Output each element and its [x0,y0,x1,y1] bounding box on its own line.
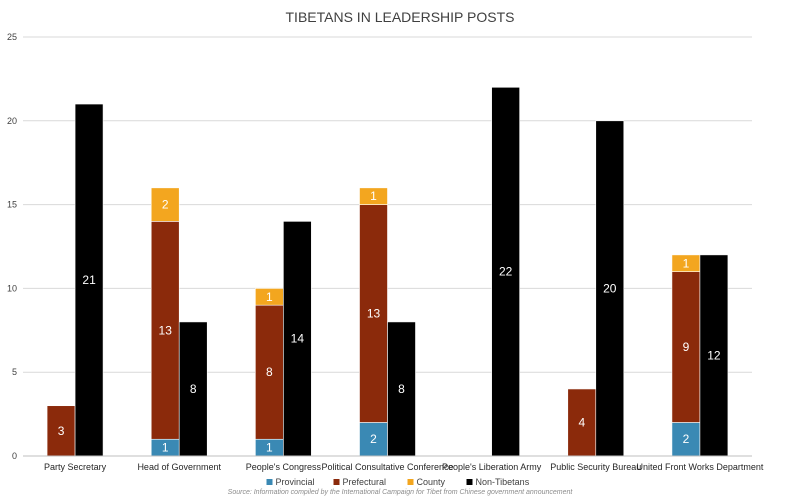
data-label: 1 [162,441,169,455]
data-label: 21 [82,273,96,287]
data-label: 1 [370,189,377,203]
y-tick-label: 5 [12,367,17,377]
data-label: 4 [578,415,585,429]
x-category-label: Head of Government [137,462,221,472]
y-tick-label: 25 [7,32,17,42]
bar-non-tibetans-6 [699,254,729,457]
data-label: 1 [683,256,690,270]
legend-swatch [266,479,273,485]
legend-swatch [466,479,473,485]
x-category-label: People's Liberation Army [442,462,542,472]
x-category-label: Public Security Bureau [550,462,641,472]
bar-prefectural-3 [359,204,388,423]
data-label: 8 [266,365,273,379]
data-labels: 3 21 1 13 2 8 1 8 1 14 2 13 1 8 22 4 20 2 9 1 12 [58,189,721,454]
bar-non-tibetans-5 [595,120,625,457]
data-label: 13 [367,307,381,321]
data-label: 2 [370,432,377,446]
bars [46,86,729,457]
y-axis: 0 5 10 15 20 25 [7,32,17,461]
legend-label: Prefectural [343,477,387,487]
y-tick-label: 15 [7,200,17,210]
x-category-label: United Front Works Department [636,462,763,472]
legend: Provincial Prefectural County Non-Tibetans [266,477,530,487]
x-category-label: Party Secretary [44,462,107,472]
data-label: 20 [603,281,617,295]
y-tick-label: 0 [12,451,17,461]
data-label: 22 [499,265,513,279]
bar-county-1 [150,187,180,222]
legend-label: Provincial [276,477,315,487]
y-tick-label: 10 [7,283,17,293]
legend-swatch [407,479,414,485]
bar-non-tibetans-3 [387,321,416,457]
legend-label: Non-Tibetans [476,477,530,487]
data-label: 8 [190,382,197,396]
bar-prefectural-6 [671,271,701,423]
data-label: 2 [683,432,690,446]
data-label: 1 [266,441,273,455]
bar-provincial-3 [359,422,388,457]
data-label: 9 [683,340,690,354]
data-label: 1 [266,290,273,304]
bar-non-tibetans-2 [283,221,312,457]
x-category-label: Political Consultative Conference [321,462,453,472]
data-label: 13 [159,323,173,337]
x-category-label: People's Congress [246,462,322,472]
data-label: 14 [291,332,305,346]
data-label: 3 [58,424,65,438]
chart-title: TIBETANS IN LEADERSHIP POSTS [286,9,515,25]
data-label: 2 [162,198,169,212]
x-axis: Party Secretary Head of Government People'… [23,455,764,472]
bar-prefectural-1 [150,221,180,440]
legend-label: County [417,477,446,487]
data-label: 8 [398,382,405,396]
data-label: 12 [707,348,721,362]
y-tick-label: 20 [7,116,17,126]
bar-county-3 [359,187,388,205]
legend-swatch [333,479,340,485]
bar-prefectural-5 [567,388,597,457]
bar-non-tibetans-4 [491,86,520,457]
bar-non-tibetans-0 [74,103,104,457]
source-note: Source: Information compiled by the Inte… [228,489,574,496]
bar-prefectural-2 [255,304,284,440]
bar-provincial-6 [671,422,701,457]
